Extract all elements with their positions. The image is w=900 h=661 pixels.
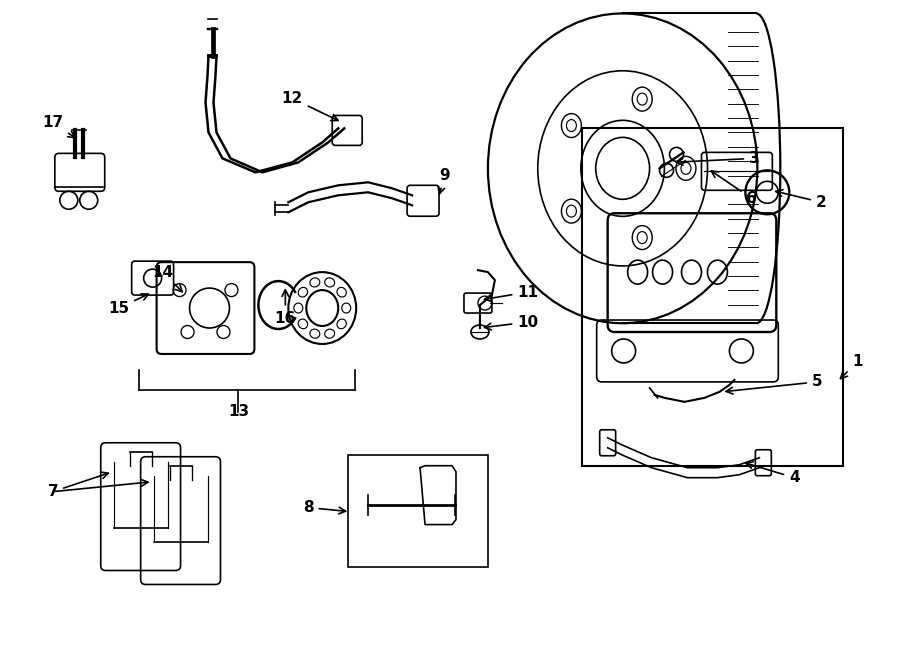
- Text: 16: 16: [274, 290, 296, 325]
- Text: 2: 2: [776, 190, 826, 210]
- Text: 5: 5: [726, 374, 823, 394]
- Text: 11: 11: [484, 285, 538, 301]
- Bar: [581, 128, 843, 466]
- Text: 7: 7: [48, 472, 108, 499]
- Text: 6: 6: [711, 171, 757, 206]
- Text: 14: 14: [152, 264, 183, 292]
- Text: 4: 4: [746, 462, 799, 485]
- Text: 13: 13: [228, 405, 249, 419]
- Bar: [348, 455, 488, 566]
- Text: 12: 12: [282, 91, 338, 120]
- Text: 1: 1: [841, 354, 862, 379]
- Text: 3: 3: [676, 151, 760, 166]
- Text: 10: 10: [484, 315, 538, 330]
- Text: 9: 9: [438, 168, 450, 194]
- Text: 8: 8: [303, 500, 346, 515]
- Text: 15: 15: [108, 294, 148, 315]
- Text: 17: 17: [42, 115, 75, 137]
